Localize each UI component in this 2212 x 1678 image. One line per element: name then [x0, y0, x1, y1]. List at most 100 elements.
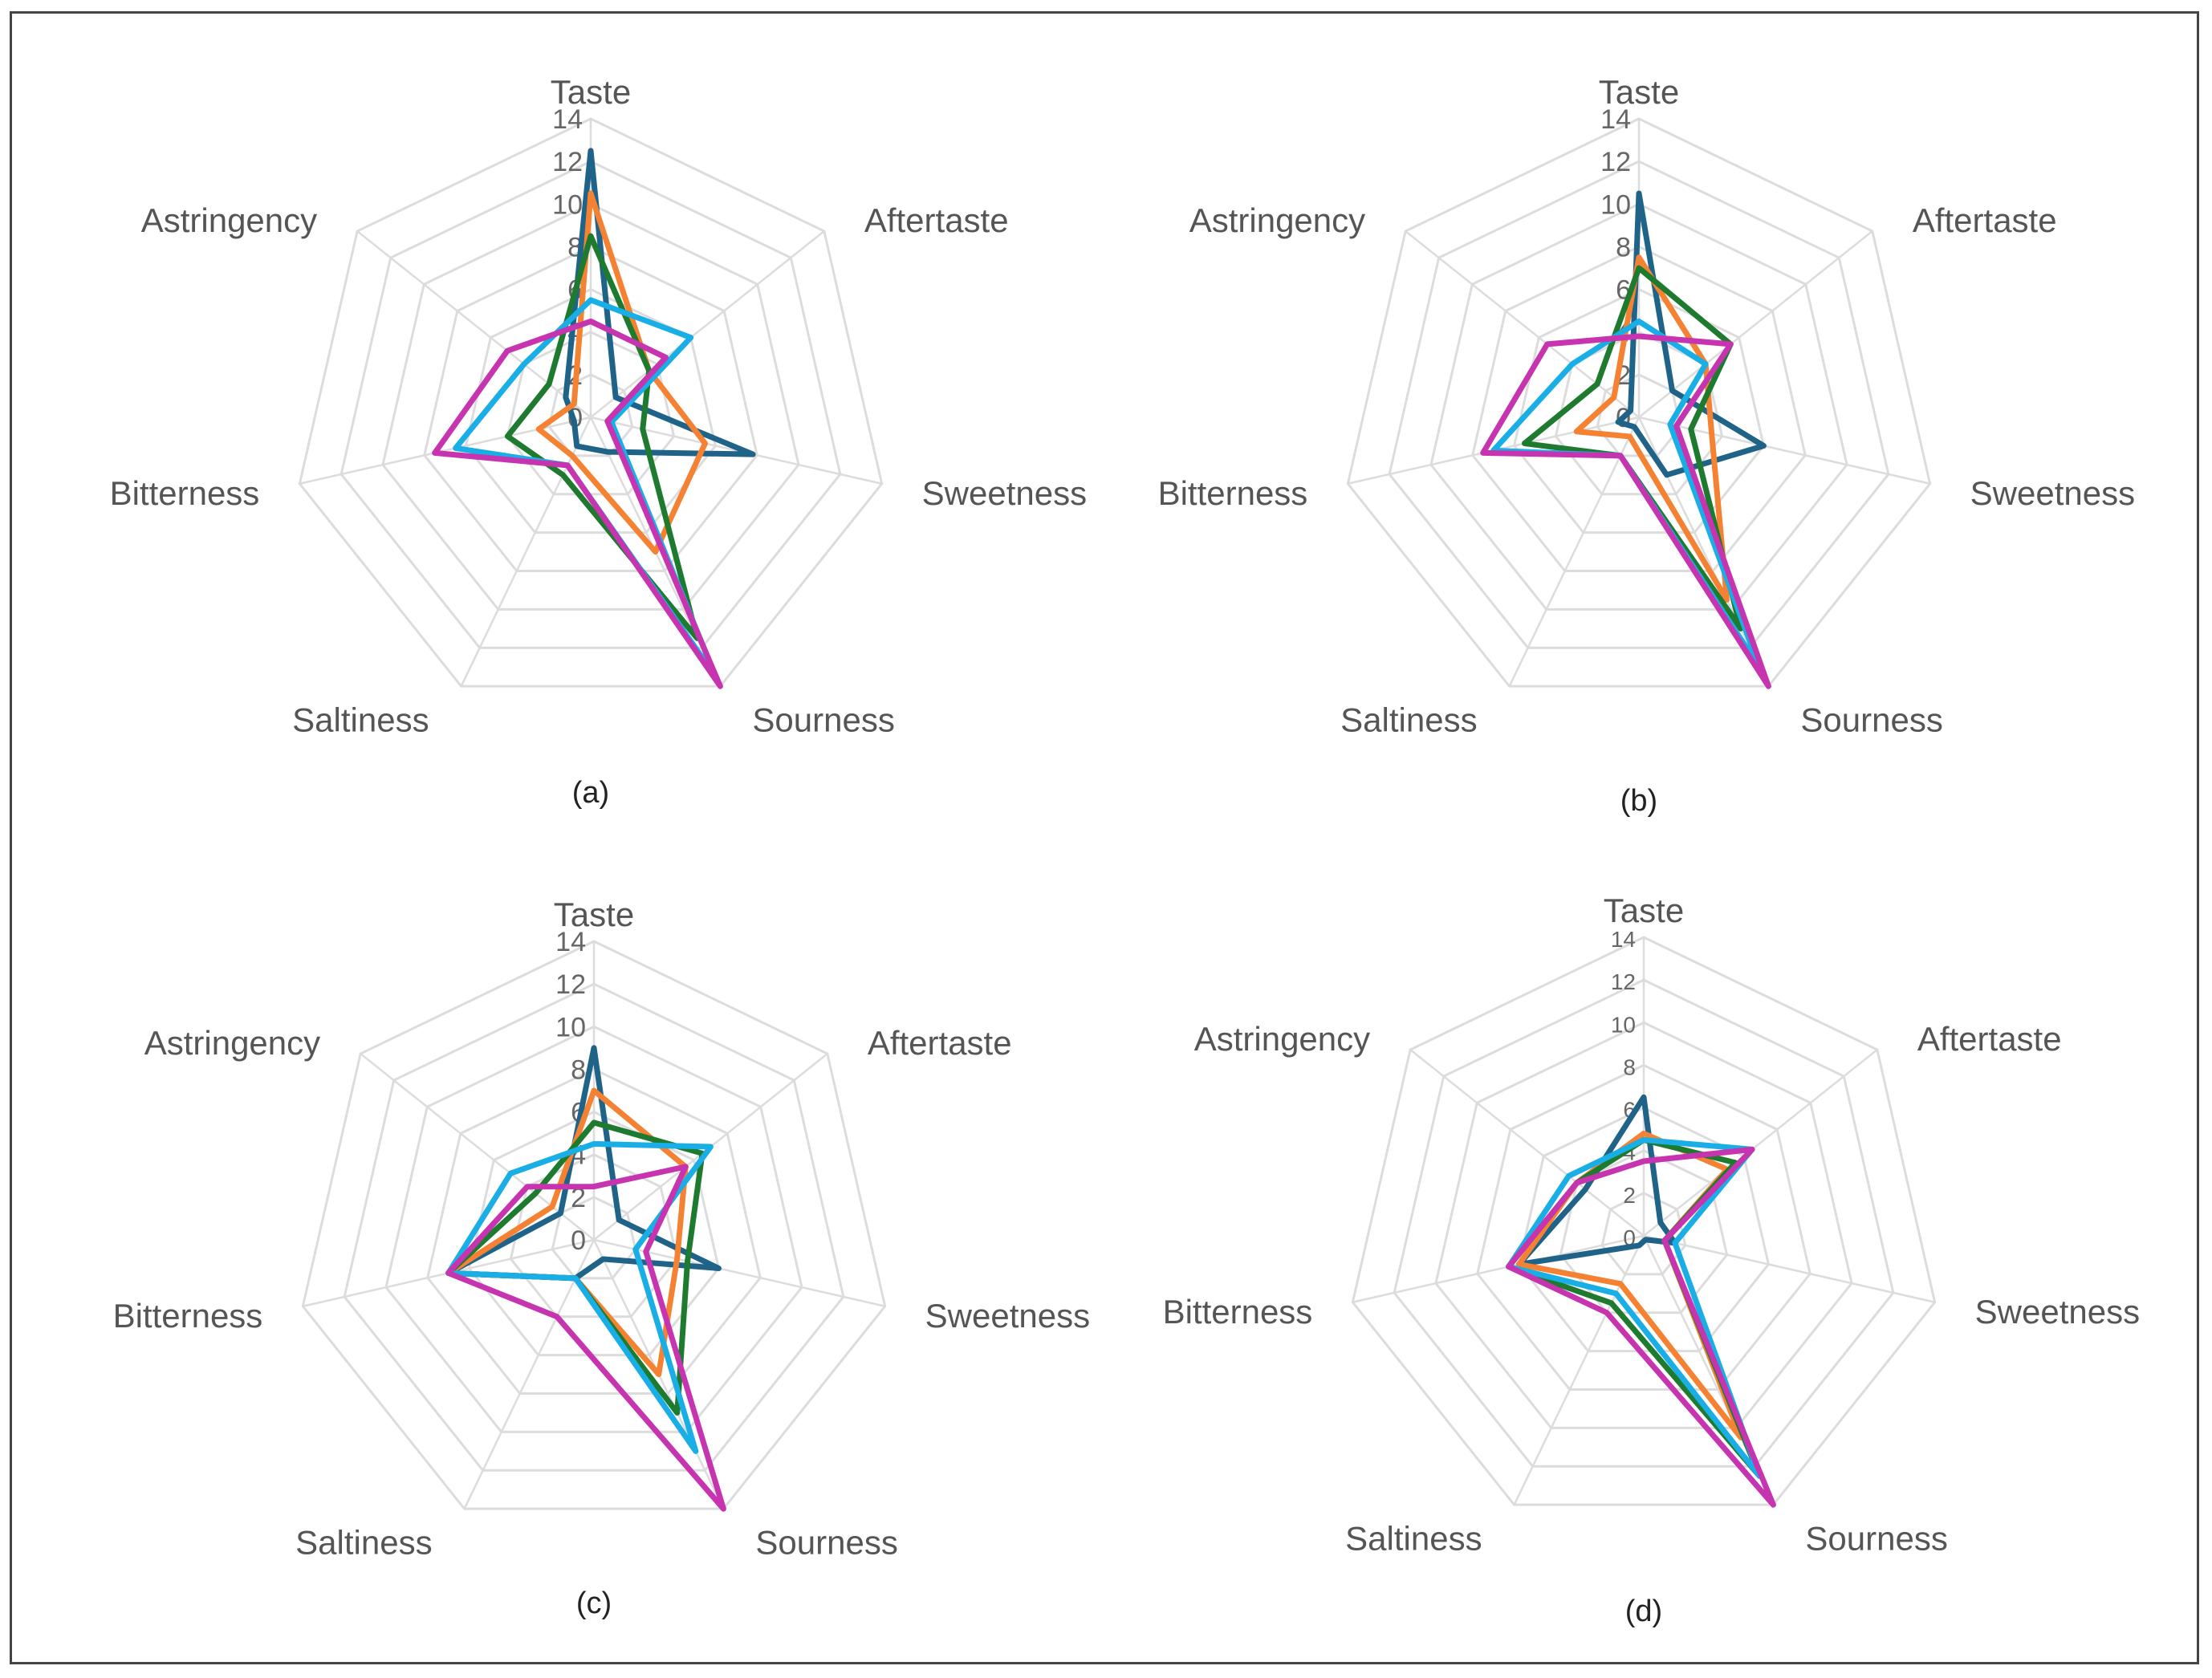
tick-label: 10: [1611, 1012, 1636, 1037]
panel-label: (d): [1625, 1595, 1662, 1628]
axis-label-saltiness: Saltiness: [295, 1523, 432, 1561]
axis-spoke: [1638, 416, 1930, 485]
axis-label-saltiness: Saltiness: [292, 701, 429, 738]
axis-label-astringency: Astringency: [141, 201, 317, 239]
grid-ring: [1388, 160, 1890, 649]
axis-spoke: [460, 416, 592, 687]
tick-label: 8: [1623, 1054, 1636, 1079]
tick-label: 12: [555, 969, 586, 1000]
grid-ring: [1434, 1021, 1853, 1429]
tick-label: 2: [571, 1183, 586, 1213]
axis-spoke: [1643, 1234, 1935, 1303]
grid-ring: [1600, 1192, 1687, 1276]
axis-label-bitterness: Bitterness: [113, 1297, 263, 1335]
axis-spoke: [1643, 1049, 1878, 1237]
grid-ring: [423, 245, 758, 573]
axis-spoke: [463, 1239, 596, 1509]
series-line-1: [445, 1045, 722, 1282]
series-line-5: [445, 1164, 726, 1512]
axis-label-aftertaste: Aftertaste: [868, 1024, 1012, 1062]
radar-chart-a: 02468101214TasteAftertasteSweetnessSourn…: [110, 73, 1088, 810]
radar-chart-b: 02468101214TasteAftertasteSweetnessSourn…: [1158, 73, 2136, 818]
axis-label-taste: Taste: [1604, 892, 1684, 929]
axis-spoke: [1513, 1235, 1645, 1505]
axis-label-aftertaste: Aftertaste: [1917, 1020, 2062, 1058]
axis-label-sweetness: Sweetness: [925, 1297, 1090, 1335]
axis-label-aftertaste: Aftertaste: [864, 201, 1009, 239]
axis-label-sourness: Sourness: [1805, 1519, 1947, 1557]
axis-spoke: [1405, 230, 1640, 418]
tick-label: 10: [552, 189, 583, 220]
axis-label-saltiness: Saltiness: [1345, 1519, 1482, 1557]
axis-label-astringency: Astringency: [1194, 1020, 1370, 1058]
grid-ring: [464, 287, 718, 534]
radar-chart-d: 02468101214TasteAftertasteSweetnessSourn…: [1163, 892, 2141, 1628]
tick-label: 10: [555, 1012, 586, 1042]
series-line-2: [535, 190, 708, 555]
axis-label-taste: Taste: [554, 896, 634, 933]
panel-label: (a): [572, 776, 609, 810]
figure-frame: [10, 11, 2199, 1664]
grid-ring: [1351, 936, 1937, 1506]
tick-label: 12: [1600, 147, 1631, 177]
axis-label-bitterness: Bitterness: [110, 474, 260, 512]
series-line-5: [432, 318, 723, 689]
grid-ring: [301, 940, 887, 1510]
grid-ring: [1393, 978, 1895, 1468]
axis-label-saltiness: Saltiness: [1340, 701, 1477, 738]
grid-ring: [547, 373, 634, 457]
tick-label: 12: [552, 147, 583, 177]
axis-label-sweetness: Sweetness: [1975, 1293, 2140, 1331]
grid-ring: [1476, 1063, 1811, 1392]
axis-spoke: [299, 416, 592, 485]
axis-label-sweetness: Sweetness: [922, 474, 1087, 512]
grid-ring: [384, 1025, 803, 1433]
grid-ring: [509, 1153, 679, 1318]
axis-label-bitterness: Bitterness: [1163, 1293, 1313, 1331]
axis-spoke: [360, 1053, 595, 1241]
series-line-5: [1480, 333, 1771, 689]
grid-ring: [340, 160, 842, 649]
axis-label-sourness: Sourness: [1800, 701, 1942, 738]
axis-label-taste: Taste: [1599, 73, 1679, 111]
series-line-1: [563, 148, 756, 457]
axis-spoke: [590, 416, 882, 485]
grid-ring: [1512, 287, 1766, 534]
grid-ring: [551, 1196, 637, 1280]
axis-label-astringency: Astringency: [1189, 201, 1365, 239]
grid-ring: [426, 1067, 762, 1396]
tick-label: 12: [1611, 969, 1636, 994]
tick-label: 8: [571, 1054, 586, 1085]
tick-label: 2: [1623, 1183, 1636, 1208]
axis-spoke: [1352, 1234, 1645, 1303]
series-line-5: [1506, 1146, 1776, 1508]
panel-label: (b): [1620, 784, 1657, 818]
tick-label: 14: [555, 927, 586, 957]
grid-ring: [298, 117, 884, 688]
axis-label-sourness: Sourness: [755, 1523, 897, 1561]
radar-chart-c: 02468101214TasteAftertasteSweetnessSourn…: [113, 896, 1091, 1620]
tick-label: 0: [571, 1225, 586, 1256]
axis-spoke: [356, 230, 592, 418]
tick-label: 14: [552, 104, 583, 135]
axis-label-sweetness: Sweetness: [1970, 474, 2135, 512]
axis-label-aftertaste: Aftertaste: [1913, 201, 2057, 239]
grid-ring: [1471, 245, 1807, 573]
series-line-1: [1516, 1094, 1678, 1267]
tick-label: 14: [1600, 104, 1631, 135]
axis-spoke: [593, 1238, 885, 1307]
tick-label: 10: [1600, 189, 1631, 220]
axis-label-bitterness: Bitterness: [1158, 474, 1308, 512]
axis-label-astringency: Astringency: [144, 1024, 320, 1062]
tick-label: 14: [1611, 927, 1636, 952]
axis-label-taste: Taste: [551, 73, 631, 111]
tick-label: 8: [1616, 232, 1631, 262]
grid-ring: [1346, 117, 1932, 688]
axis-spoke: [1638, 230, 1873, 418]
series-line-4: [445, 1140, 714, 1454]
grid-ring: [1429, 202, 1848, 611]
grid-ring: [381, 202, 800, 611]
panel-label: (c): [576, 1587, 612, 1620]
axis-spoke: [590, 230, 825, 418]
